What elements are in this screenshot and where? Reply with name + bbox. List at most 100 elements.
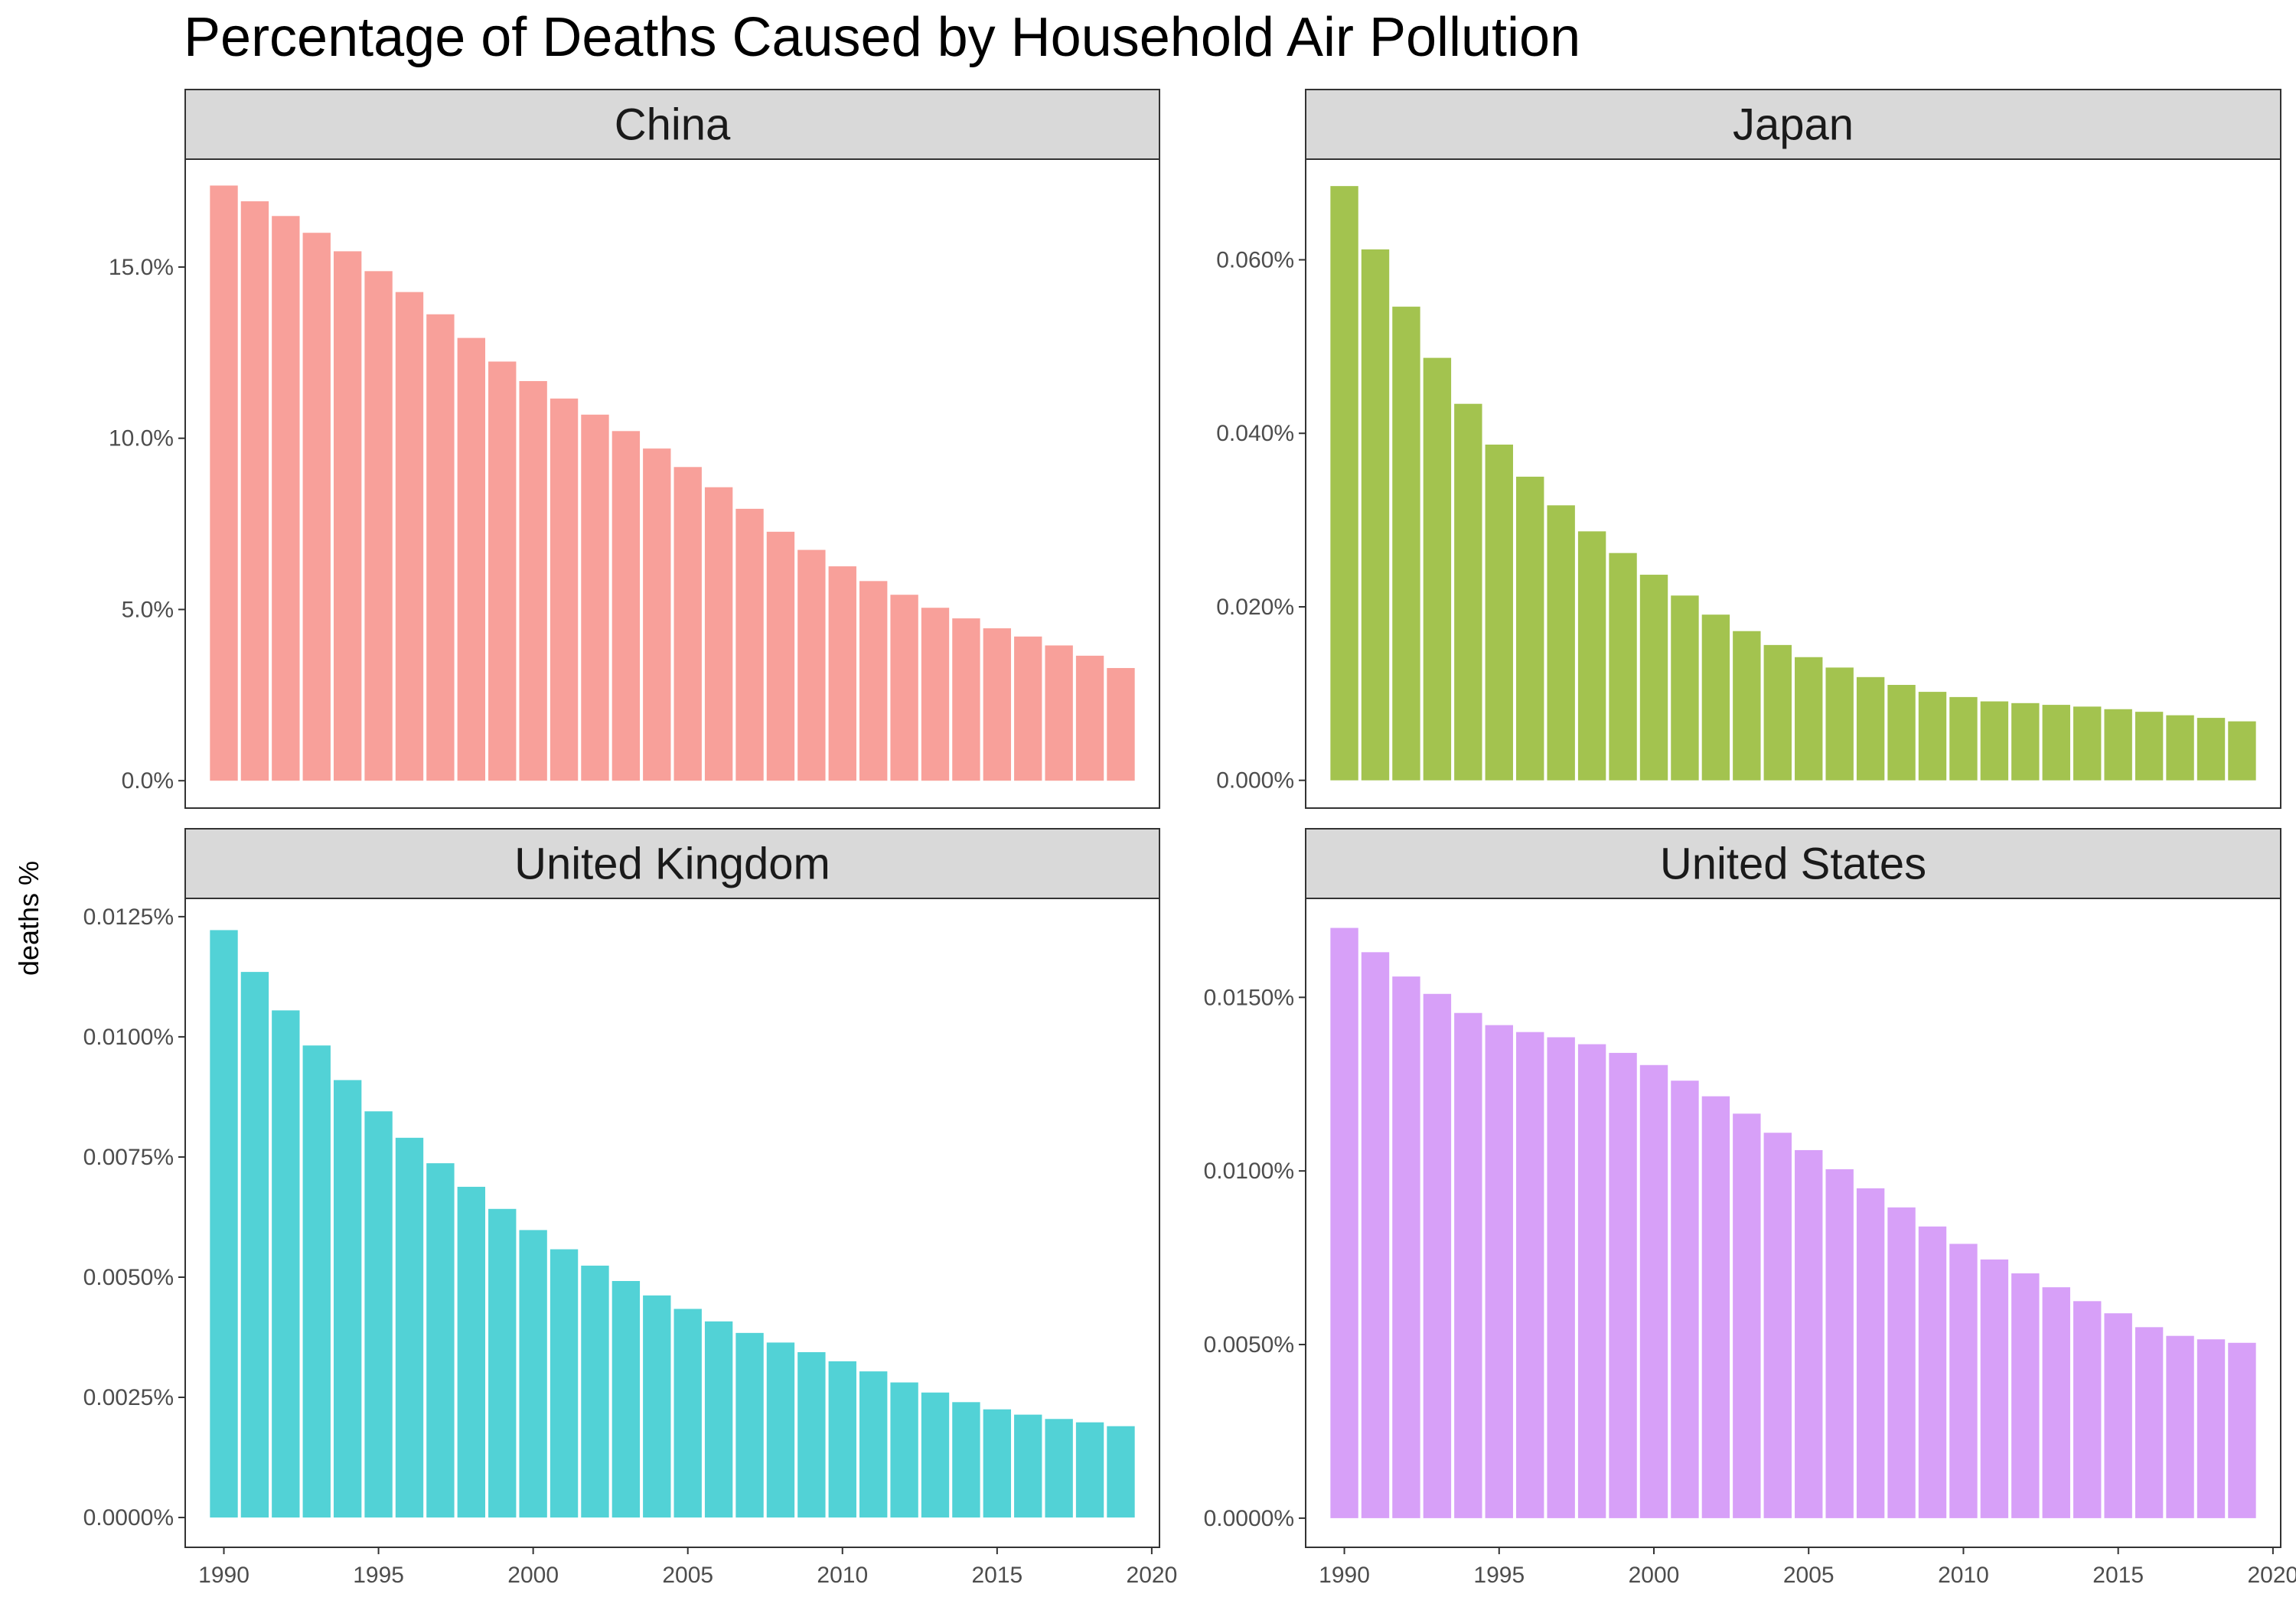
- bar-united-states-2004: [1763, 1133, 1792, 1518]
- bar-united-kingdom-1997: [426, 1163, 455, 1518]
- bar-china-1997: [426, 314, 455, 781]
- bar-united-kingdom-2015: [983, 1409, 1012, 1518]
- bar-united-kingdom-2018: [1075, 1422, 1104, 1518]
- bar-united-kingdom-2002: [581, 1265, 609, 1518]
- facet-strip-label: United States: [1660, 839, 1926, 889]
- bar-united-states-2003: [1733, 1113, 1761, 1518]
- bar-japan-1993: [1423, 357, 1452, 781]
- facet-strip: [184, 89, 1160, 160]
- bar-united-states-2018: [2197, 1339, 2226, 1518]
- bar-japan-2017: [2166, 715, 2194, 781]
- bar-china-2013: [921, 608, 950, 781]
- y-tick-label: 0.0100%: [83, 1025, 174, 1050]
- bar-united-kingdom-2009: [797, 1351, 826, 1518]
- bar-united-kingdom-2017: [1045, 1419, 1073, 1518]
- bar-china-2011: [859, 581, 888, 781]
- bar-japan-2010: [1949, 696, 1978, 781]
- bar-united-states-1994: [1454, 1012, 1482, 1518]
- bar-united-states-2010: [1949, 1244, 1978, 1518]
- bar-japan-1999: [1609, 553, 1637, 781]
- bar-china-1993: [302, 233, 331, 781]
- bar-china-2015: [983, 628, 1012, 781]
- bar-united-kingdom-1990: [210, 930, 238, 1518]
- x-tick-label: 1995: [1473, 1563, 1525, 1588]
- bar-united-states-2016: [2135, 1327, 2164, 1518]
- panel-border: [184, 898, 1160, 1548]
- bar-china-2010: [828, 566, 856, 781]
- y-tick-label: 5.0%: [122, 597, 174, 622]
- bar-japan-2007: [1856, 676, 1885, 781]
- bar-japan-1991: [1361, 249, 1390, 781]
- bar-united-kingdom-2013: [921, 1392, 950, 1518]
- y-tick-label: 0.060%: [1216, 248, 1294, 273]
- bar-china-2006: [704, 487, 733, 781]
- bar-united-states-2015: [2104, 1313, 2132, 1518]
- bar-united-states-1995: [1485, 1025, 1513, 1518]
- bar-united-kingdom-1994: [333, 1080, 362, 1518]
- panel-border: [1305, 158, 2281, 809]
- bar-japan-2002: [1701, 614, 1730, 781]
- bar-japan-2001: [1671, 595, 1699, 781]
- bar-united-states-2011: [1980, 1259, 2009, 1518]
- bar-japan-2008: [1887, 685, 1916, 781]
- bar-united-states-2000: [1639, 1064, 1668, 1518]
- y-tick-label: 0.0%: [122, 768, 174, 794]
- bar-united-kingdom-2001: [550, 1249, 579, 1518]
- bar-japan-2012: [2011, 702, 2040, 781]
- bar-japan-2015: [2104, 709, 2132, 781]
- bar-japan-2018: [2197, 718, 2226, 781]
- bar-japan-2005: [1795, 657, 1823, 781]
- bar-united-states-2001: [1671, 1081, 1699, 1518]
- y-tick-label: 0.0050%: [1204, 1332, 1294, 1358]
- facet-strip-label: Japan: [1733, 100, 1854, 150]
- bar-united-states-1998: [1577, 1044, 1606, 1518]
- bar-united-states-2007: [1856, 1188, 1885, 1518]
- y-tick-label: 0.040%: [1216, 421, 1294, 446]
- facet-strip: [184, 828, 1160, 899]
- bar-japan-1997: [1547, 505, 1575, 781]
- bar-china-2004: [643, 448, 671, 781]
- bar-japan-1995: [1485, 444, 1513, 781]
- bar-united-states-2008: [1887, 1207, 1916, 1518]
- bar-united-states-2009: [1918, 1226, 1947, 1518]
- bar-japan-2003: [1733, 631, 1761, 781]
- bar-united-states-1996: [1516, 1032, 1544, 1518]
- x-tick-label: 2005: [1783, 1563, 1835, 1588]
- bar-united-states-2012: [2011, 1273, 2040, 1518]
- bar-united-states-2014: [2073, 1301, 2102, 1518]
- facet-strip-label: China: [615, 100, 731, 150]
- bar-china-2018: [1075, 655, 1104, 781]
- bar-china-2001: [550, 398, 579, 781]
- bar-china-1990: [210, 185, 238, 781]
- bar-china-1994: [333, 251, 362, 781]
- y-tick-label: 0.0025%: [83, 1385, 174, 1410]
- facet-strip-label: United Kingdom: [514, 839, 830, 889]
- bar-japan-2006: [1825, 667, 1854, 781]
- x-tick-label: 2000: [507, 1563, 559, 1588]
- x-tick-label: 2010: [817, 1563, 868, 1588]
- bar-united-states-2005: [1795, 1149, 1823, 1518]
- bar-china-2016: [1014, 636, 1042, 781]
- bar-united-states-2002: [1701, 1096, 1730, 1518]
- bar-united-states-2006: [1825, 1169, 1854, 1518]
- y-tick-label: 0.0000%: [1204, 1506, 1294, 1531]
- bar-united-kingdom-2006: [704, 1321, 733, 1518]
- facet-strip: [1305, 89, 2281, 160]
- bar-japan-2011: [1980, 701, 2009, 781]
- panel-border: [184, 158, 1160, 809]
- bar-china-1995: [364, 271, 393, 781]
- x-tick-label: 2020: [1127, 1563, 1178, 1588]
- y-tick-label: 0.000%: [1216, 768, 1294, 794]
- bar-japan-2014: [2073, 706, 2102, 781]
- bar-united-states-1993: [1423, 993, 1452, 1518]
- bar-japan-2004: [1763, 644, 1792, 781]
- x-tick-label: 2020: [2248, 1563, 2296, 1588]
- bar-united-states-1999: [1609, 1052, 1637, 1518]
- bar-china-1991: [240, 201, 269, 781]
- bar-united-kingdom-1995: [364, 1111, 393, 1518]
- bar-united-kingdom-2005: [673, 1309, 702, 1518]
- bar-japan-1990: [1330, 186, 1358, 781]
- bar-united-kingdom-1991: [240, 972, 269, 1518]
- bar-united-states-2013: [2042, 1287, 2070, 1518]
